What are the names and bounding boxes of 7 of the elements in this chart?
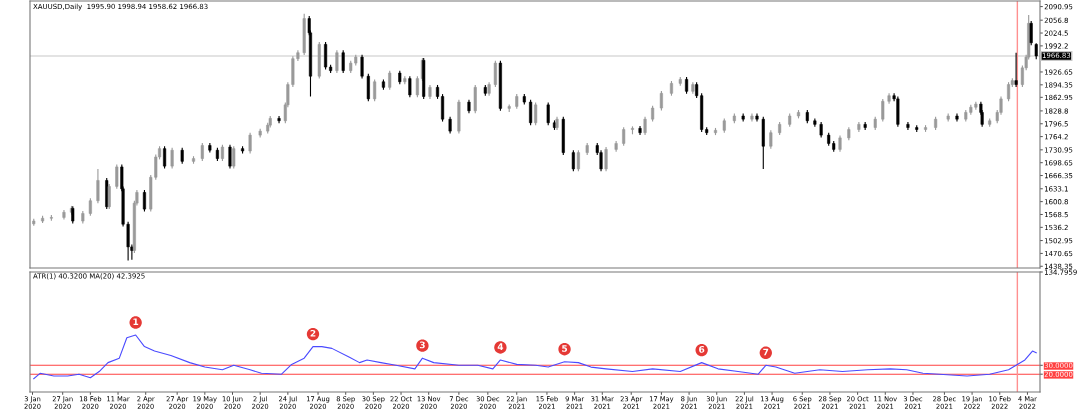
annotation: 5 — [562, 345, 568, 352]
annotation: 4 — [497, 343, 504, 350]
annotation: 7 — [763, 348, 769, 356]
annotation: 2 — [310, 329, 316, 337]
annotation: 1 — [133, 318, 139, 326]
annotation: 3 — [419, 341, 425, 349]
annotation: 6 — [699, 345, 705, 353]
